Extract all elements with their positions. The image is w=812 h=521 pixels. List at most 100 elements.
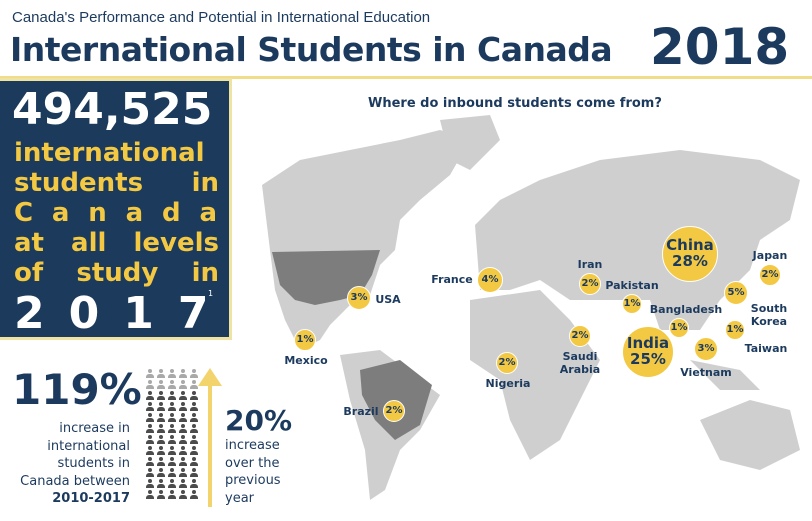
- up-arrow-head-icon: [198, 368, 222, 386]
- person-icon: [156, 457, 166, 467]
- person-icon: [156, 435, 166, 445]
- text-line: increase: [225, 438, 280, 453]
- person-icon: [189, 446, 199, 456]
- person-icon: [167, 369, 177, 379]
- country-bubble: 2%: [569, 325, 591, 347]
- country-bubble: 2%: [759, 264, 781, 286]
- person-icon: [178, 479, 188, 489]
- person-icon: [178, 402, 188, 412]
- person-icon: [145, 479, 155, 489]
- country-label: Iran: [577, 258, 603, 271]
- north-america: [262, 130, 470, 350]
- country-bubble: 1%: [622, 294, 642, 314]
- country-label: Nigeria: [485, 377, 531, 390]
- person-icon: [145, 435, 155, 445]
- greenland: [440, 115, 500, 170]
- text-line: increase in: [59, 421, 130, 436]
- country-bubble: 5%: [724, 281, 748, 305]
- person-icon: [189, 468, 199, 478]
- person-icon: [167, 435, 177, 445]
- person-icon: [145, 468, 155, 478]
- country-label: USA: [375, 293, 401, 306]
- country-pct: 28%: [672, 252, 708, 270]
- highlight-line: international: [14, 138, 205, 168]
- country-label: Japan: [752, 249, 788, 262]
- up-arrow-icon: [208, 385, 212, 507]
- person-icon: [178, 446, 188, 456]
- country-bubble: 3%: [347, 286, 371, 310]
- europe-asia: [475, 150, 800, 330]
- person-icon: [145, 424, 155, 434]
- yearly-increase-pct: 20%: [225, 404, 293, 437]
- person-icon: [156, 391, 166, 401]
- country-pct: 2%: [761, 268, 779, 280]
- country-pct: 5%: [727, 286, 745, 298]
- student-count: 494,525: [12, 84, 213, 135]
- world-map: [262, 115, 800, 500]
- person-icon: [167, 402, 177, 412]
- person-icon: [145, 380, 155, 390]
- person-icon: [189, 479, 199, 489]
- australia: [700, 400, 800, 470]
- country-bubble: 3%: [694, 337, 718, 361]
- text-line: international: [47, 438, 130, 454]
- person-icon: [145, 490, 155, 500]
- person-icon: [167, 413, 177, 423]
- person-icon: [178, 435, 188, 445]
- title-year: 2018: [650, 18, 790, 76]
- country-label: Vietnam: [680, 366, 732, 379]
- country-bubble: China 28%: [662, 226, 718, 282]
- text-line: students in: [57, 456, 130, 471]
- highlight-year: 2017: [14, 288, 233, 339]
- person-icon: [167, 468, 177, 478]
- person-icon: [189, 369, 199, 379]
- person-icon: [145, 402, 155, 412]
- country-pct: 4%: [481, 273, 499, 285]
- country-bubble: 4%: [477, 267, 503, 293]
- person-icon: [156, 380, 166, 390]
- person-icon: [167, 457, 177, 467]
- person-icon: [167, 479, 177, 489]
- person-icon: [167, 424, 177, 434]
- highlight-line: students in: [14, 168, 219, 198]
- person-icon: [167, 490, 177, 500]
- highlight-line: C a n a d a: [14, 198, 219, 228]
- person-icon: [189, 413, 199, 423]
- country-name: India: [626, 334, 670, 353]
- country-pct: 25%: [630, 350, 666, 368]
- person-icon: [189, 490, 199, 500]
- southeast-asia: [690, 360, 760, 390]
- person-icon: [145, 446, 155, 456]
- person-icon: [156, 369, 166, 379]
- country-name: China: [666, 236, 714, 255]
- people-icon-grid: [145, 369, 199, 500]
- country-bubble: 2%: [383, 400, 405, 422]
- page-title: International Students in Canada: [10, 30, 613, 69]
- country-label: Bangladesh: [649, 303, 723, 316]
- person-icon: [156, 424, 166, 434]
- country-pct: 3%: [697, 342, 715, 354]
- yearly-increase-text: increase over the previous year: [225, 437, 315, 507]
- country-bubble: 2%: [496, 352, 518, 374]
- highlight-box: [0, 78, 232, 340]
- country-pct: 1%: [726, 323, 744, 335]
- person-icon: [156, 468, 166, 478]
- person-icon: [178, 468, 188, 478]
- person-icon: [189, 457, 199, 467]
- person-icon: [145, 413, 155, 423]
- person-icon: [189, 380, 199, 390]
- map-question: Where do inbound students come from?: [368, 96, 662, 111]
- country-pct: 1%: [296, 333, 314, 345]
- person-icon: [156, 490, 166, 500]
- country-label: Taiwan: [744, 342, 788, 355]
- highlight-line: at all levels: [14, 228, 219, 258]
- country-pct: 1%: [670, 321, 688, 333]
- person-icon: [167, 446, 177, 456]
- person-icon: [178, 380, 188, 390]
- country-pct: 2%: [498, 356, 516, 368]
- person-icon: [189, 402, 199, 412]
- person-icon: [167, 391, 177, 401]
- country-label: South Korea: [750, 302, 788, 328]
- person-icon: [178, 369, 188, 379]
- person-icon: [189, 424, 199, 434]
